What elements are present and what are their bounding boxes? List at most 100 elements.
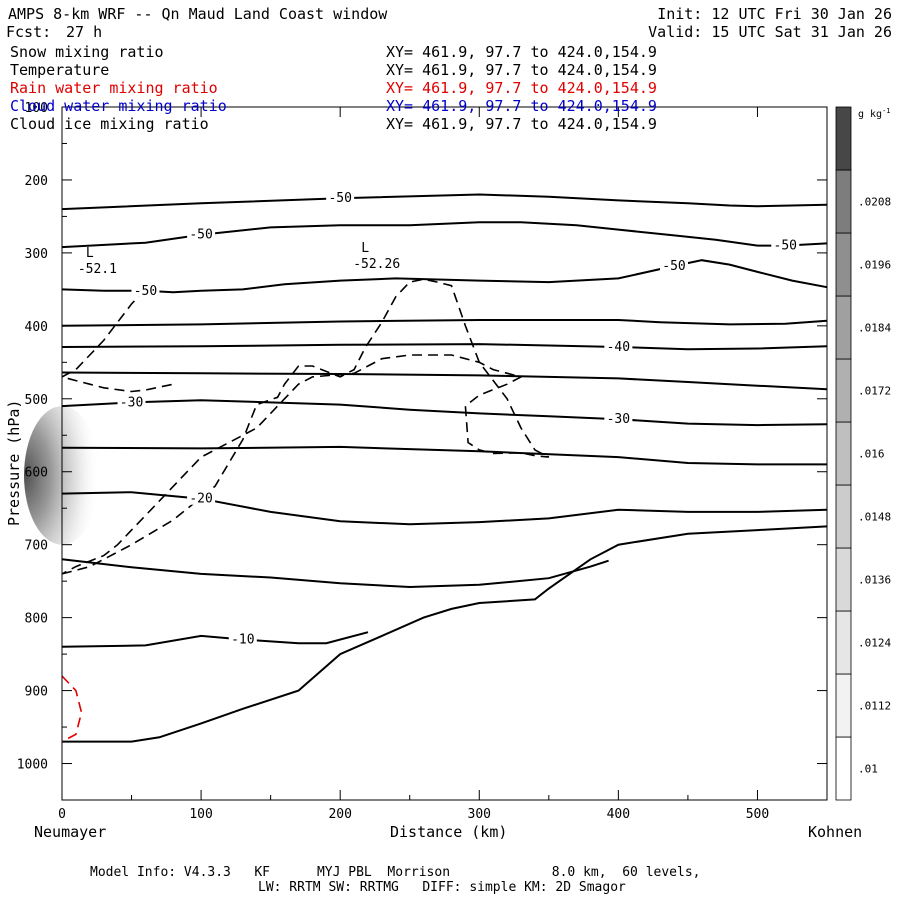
colorbar-swatch [835, 295, 852, 360]
colorbar-swatch [835, 736, 852, 801]
contour-label-bg [660, 258, 688, 273]
y-tick-label: 900 [25, 685, 48, 700]
cloud-ice-contour [61, 278, 550, 575]
contour-label: -30 [607, 412, 630, 427]
field-snow: Snow mixing ratio [10, 43, 164, 61]
colorbar-swatch [835, 232, 852, 297]
contour-label-bg [187, 490, 216, 505]
temperature-contour [61, 558, 609, 589]
contour-label: -50 [134, 284, 157, 299]
temperature-contour [61, 193, 828, 211]
low-marker-label: L [361, 241, 369, 256]
low-marker-label: L [86, 246, 94, 261]
temperature-contour [61, 221, 828, 249]
colorbar-swatch [835, 169, 852, 234]
temperature-contour [61, 371, 828, 391]
terrain-profile [62, 525, 828, 743]
colorbar-label: .01 [858, 763, 878, 776]
contour-label: -40 [607, 340, 630, 355]
contour-label-bg [771, 237, 800, 252]
contour-label: -50 [662, 259, 685, 274]
valid-time: Valid: 15 UTC Sat 31 Jan 26 [648, 23, 892, 41]
contour-label: -50 [328, 191, 351, 206]
temperature-contour [61, 491, 828, 526]
field-cloud-water: Cloud water mixing ratio [10, 97, 227, 115]
y-axis-title: Pressure (hPa) [5, 399, 23, 526]
field-cloud-ice-xy: XY= 461.9, 97.7 to 424.0,154.9 [386, 115, 657, 133]
plot-frame [61, 106, 828, 801]
field-temperature: Temperature [10, 61, 110, 79]
x-tick-label: 100 [189, 807, 212, 822]
y-tick-label: 500 [25, 393, 48, 408]
rain-water-contours [61, 675, 83, 743]
cloud-ice-contours [59, 278, 550, 575]
temperature-contour [61, 445, 827, 466]
temperature-contour [61, 319, 828, 327]
colorbar: .01 .0112 .0124 .0136 .0148 .016 .0172 .0184 .01… [835, 106, 891, 801]
x-axis-title: Distance (km) [390, 823, 508, 841]
contour-label-bg [326, 190, 355, 205]
colorbar-swatch [835, 610, 852, 675]
field-rain-xy: XY= 461.9, 97.7 to 424.0,154.9 [386, 79, 657, 97]
x-tick-label: 300 [468, 807, 491, 822]
y-tick-label: 1000 [17, 758, 48, 773]
contour-label: -30 [120, 395, 143, 410]
x-tick-label: 0 [58, 807, 66, 822]
low-marker-value: -52.1 [78, 262, 117, 277]
colorbar-label: .0136 [858, 574, 891, 587]
field-cloud-ice: Cloud ice mixing ratio [10, 115, 209, 133]
colorbar-swatch [835, 358, 852, 423]
init-time: Init: 12 UTC Fri 30 Jan 26 [657, 5, 892, 23]
rain-water-contour [61, 675, 83, 743]
temperature-contour [61, 343, 828, 351]
contour-label: -10 [231, 633, 254, 648]
terrain-line [62, 525, 828, 743]
contour-label: -50 [774, 239, 797, 254]
chart-title: AMPS 8-km WRF -- Qn Maud Land Coast wind… [8, 5, 388, 23]
contour-label: -50 [189, 228, 212, 243]
colorbar-swatch [835, 484, 852, 549]
colorbar-label: .0208 [858, 196, 891, 209]
colorbar-unit-exponent: -1 [882, 107, 890, 115]
y-tick-label: 100 [25, 101, 48, 116]
y-tick-label: 300 [25, 247, 48, 262]
y-tick-label: 600 [25, 466, 48, 481]
contour-label-bg [604, 338, 633, 353]
contour-label-bg [228, 631, 257, 646]
contour-label-bg [117, 394, 146, 409]
field-temperature-xy: XY= 461.9, 97.7 to 424.0,154.9 [386, 61, 657, 79]
colorbar-swatch [835, 673, 852, 738]
contour-label-bg [131, 282, 160, 297]
y-tick-label: 800 [25, 612, 48, 627]
field-rain: Rain water mixing ratio [10, 79, 218, 97]
colorbar-unit: g kg-1 [858, 107, 891, 120]
temperature-contour [61, 259, 828, 294]
colorbar-label: .0196 [858, 259, 891, 272]
contour-label: -20 [189, 492, 212, 507]
colorbar-label: .016 [858, 448, 885, 461]
colorbar-label: .0148 [858, 511, 891, 524]
colorbar-swatch [835, 106, 852, 171]
colorbar-swatch [835, 547, 852, 612]
x-tick-label: 400 [607, 807, 630, 822]
model-physics: LW: RRTM SW: RRTMG DIFF: simple KM: 2D S… [258, 880, 626, 895]
endpoint-right: Kohnen [808, 823, 863, 841]
cloud-ice-contour [59, 288, 174, 393]
y-tick-label: 400 [25, 320, 48, 335]
colorbar-label: .0184 [858, 322, 891, 335]
axes: 0 100 200 300 400 500 100 200 300 400 500 600 700 800… [17, 101, 828, 822]
contour-label-bg [187, 226, 216, 241]
temperature-contours [61, 193, 828, 648]
colorbar-swatch [835, 421, 852, 486]
colorbar-label: .0172 [858, 385, 891, 398]
colorbar-label: .0124 [858, 637, 891, 650]
forecast-label: Fcst: [6, 23, 52, 41]
x-tick-label: 200 [328, 807, 351, 822]
endpoint-left: Neumayer [34, 823, 107, 841]
x-tick-label: 500 [746, 807, 769, 822]
temperature-contour [61, 631, 369, 648]
contour-labels: -50-50-50-40-30-20-10-50-30-50L-52.1L-52… [78, 190, 800, 648]
field-cloud-water-xy: XY= 461.9, 97.7 to 424.0,154.9 [386, 97, 657, 115]
contour-label-bg [604, 411, 633, 426]
model-info: Model Info: V4.3.3 KF MYJ PBL Morrison 8… [90, 865, 701, 880]
